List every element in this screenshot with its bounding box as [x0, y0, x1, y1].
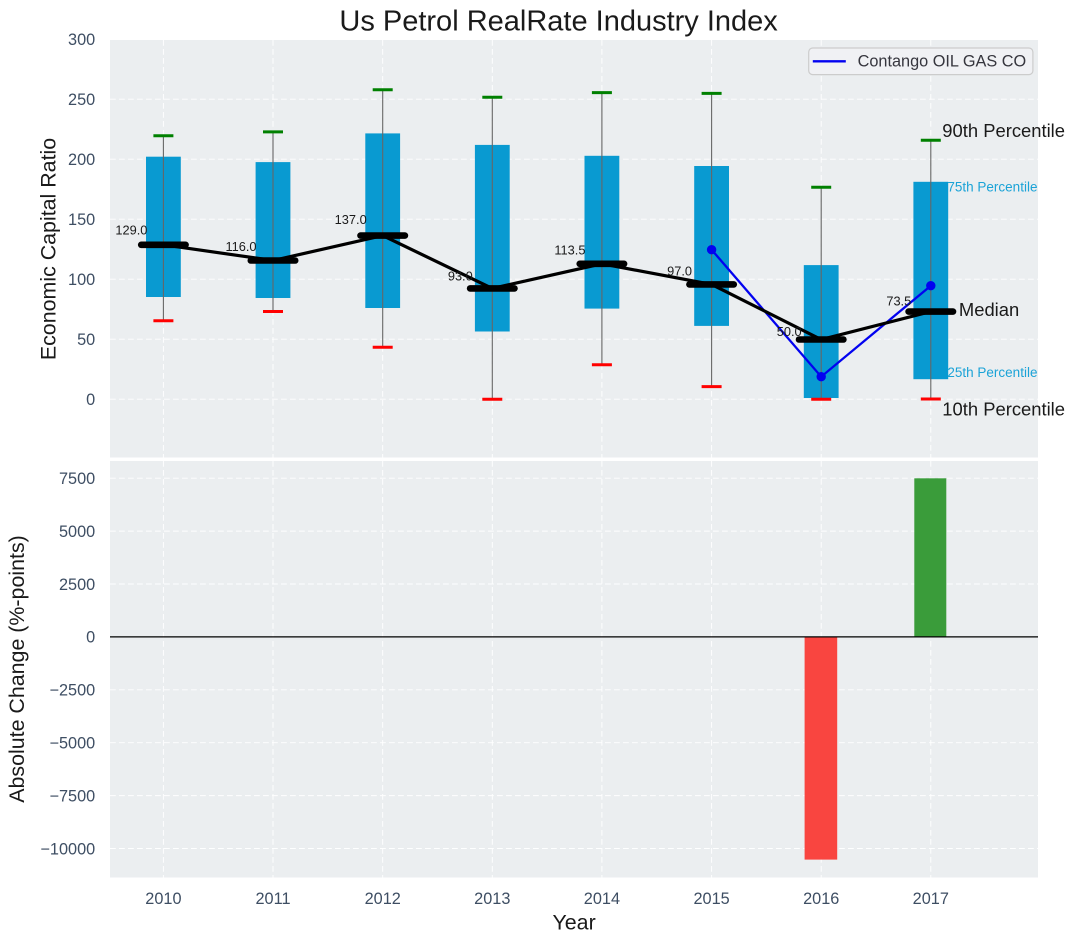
svg-text:73.5: 73.5 — [886, 294, 911, 309]
svg-text:2014: 2014 — [584, 890, 620, 908]
svg-text:−2500: −2500 — [49, 682, 95, 700]
svg-text:2015: 2015 — [693, 890, 729, 908]
svg-text:5000: 5000 — [59, 523, 95, 541]
svg-text:75th Percentile: 75th Percentile — [947, 180, 1037, 195]
svg-text:7500: 7500 — [59, 470, 95, 488]
svg-text:2016: 2016 — [803, 890, 839, 908]
svg-text:Us Petrol RealRate Industry In: Us Petrol RealRate Industry Index — [339, 6, 778, 38]
svg-text:−10000: −10000 — [40, 840, 95, 858]
svg-text:−5000: −5000 — [49, 735, 95, 753]
svg-text:Median: Median — [959, 299, 1019, 320]
svg-text:0: 0 — [86, 629, 95, 647]
svg-text:300: 300 — [68, 31, 95, 49]
svg-text:93.0: 93.0 — [448, 269, 473, 284]
svg-text:97.0: 97.0 — [667, 264, 692, 279]
svg-text:90th Percentile: 90th Percentile — [942, 120, 1065, 141]
svg-text:116.0: 116.0 — [225, 239, 256, 254]
svg-text:−7500: −7500 — [49, 787, 95, 805]
svg-text:25th Percentile: 25th Percentile — [947, 365, 1037, 380]
svg-text:Absolute Change (%-points): Absolute Change (%-points) — [5, 535, 29, 803]
svg-text:50: 50 — [77, 331, 95, 349]
svg-text:Economic Capital Ratio: Economic Capital Ratio — [37, 138, 61, 360]
svg-text:100: 100 — [68, 271, 95, 289]
svg-text:150: 150 — [68, 211, 95, 229]
svg-text:129.0: 129.0 — [115, 222, 147, 237]
svg-text:Contango OIL GAS CO: Contango OIL GAS CO — [858, 53, 1027, 71]
svg-text:2017: 2017 — [913, 890, 949, 908]
svg-text:2010: 2010 — [145, 890, 181, 908]
svg-text:250: 250 — [68, 91, 95, 109]
svg-text:2012: 2012 — [365, 890, 401, 908]
svg-text:Year: Year — [552, 911, 595, 935]
svg-text:2011: 2011 — [255, 890, 290, 908]
svg-text:2013: 2013 — [474, 890, 510, 908]
svg-text:2500: 2500 — [59, 576, 95, 594]
svg-text:113.5: 113.5 — [554, 242, 585, 257]
svg-text:10th Percentile: 10th Percentile — [942, 399, 1065, 420]
svg-text:137.0: 137.0 — [335, 212, 367, 227]
svg-text:50.0: 50.0 — [777, 324, 802, 339]
svg-text:0: 0 — [86, 391, 95, 409]
svg-text:200: 200 — [68, 151, 95, 169]
